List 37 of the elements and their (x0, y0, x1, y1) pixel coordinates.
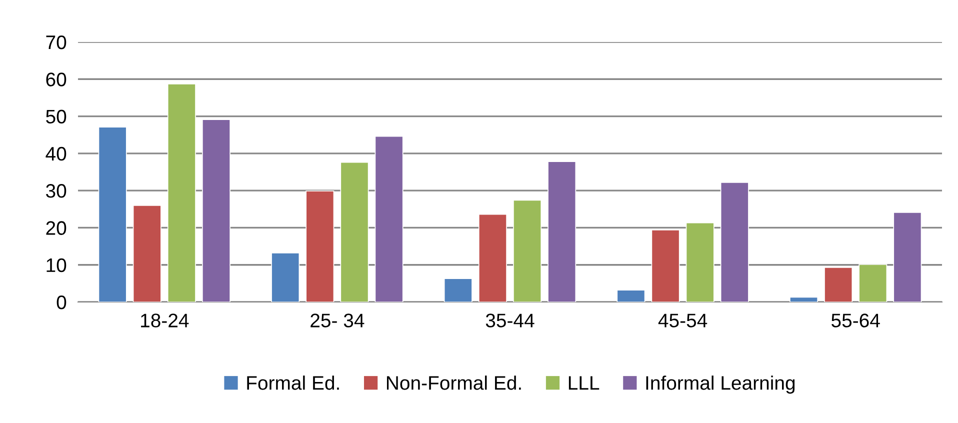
bar (790, 296, 818, 302)
y-tick-label: 10 (46, 258, 66, 272)
legend-label: Non-Formal Ed. (386, 376, 521, 390)
bar (202, 119, 230, 302)
bar (132, 205, 162, 302)
bar (513, 200, 542, 302)
legend-label: LLL (568, 376, 600, 390)
bar (548, 161, 576, 302)
x-tick-label: 35-44 (486, 314, 534, 328)
bar (98, 126, 127, 302)
bar (306, 190, 334, 302)
bar (651, 230, 680, 302)
y-tick-label: 70 (46, 35, 66, 50)
bar (340, 162, 369, 302)
bar (616, 290, 646, 302)
bar (858, 264, 888, 302)
y-tick-label: 0 (56, 295, 66, 310)
bar (720, 182, 749, 302)
bar (374, 136, 404, 302)
x-tick-label: 45-54 (658, 314, 708, 328)
bar (824, 267, 853, 302)
bar (478, 214, 507, 302)
bar (167, 84, 196, 302)
x-tick-label: 55-64 (832, 314, 880, 328)
y-tick-label: 30 (46, 184, 66, 198)
bar (686, 222, 714, 302)
y-tick-label: 40 (46, 146, 66, 161)
x-tick-label: 18-24 (141, 314, 189, 328)
legend-label: Formal Ed. (247, 376, 339, 390)
y-tick-label: 20 (46, 221, 66, 235)
bar (271, 252, 300, 302)
bar (893, 212, 922, 302)
legend-label: Informal Learning (646, 376, 795, 394)
bar (444, 278, 472, 302)
y-tick-label: 50 (46, 110, 66, 124)
y-tick-label: 60 (46, 72, 66, 86)
x-tick-label: 25- 34 (310, 314, 364, 328)
